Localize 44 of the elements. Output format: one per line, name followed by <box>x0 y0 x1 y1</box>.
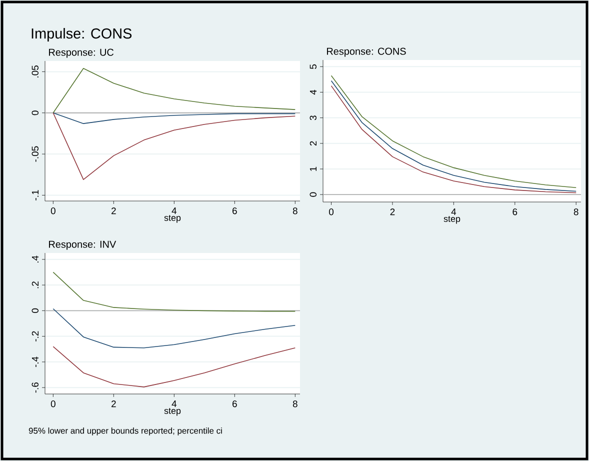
x-axis-title: step <box>164 215 181 223</box>
x-tick-label: 8 <box>292 208 298 214</box>
line-series <box>52 112 296 180</box>
y-tick-label: 4 <box>310 90 316 95</box>
x-tick-label: 4 <box>172 208 177 214</box>
text: 95% lower and upper bounds reported; percentile ci <box>28 428 222 436</box>
y-tick-label: .2 <box>32 282 38 288</box>
line-series <box>52 308 296 348</box>
y-tick-label: 1 <box>310 166 316 171</box>
y-tick-label: 0 <box>310 192 316 197</box>
y-tick-label: -.05 <box>32 146 38 162</box>
y-tick-label: 5 <box>310 64 316 69</box>
y-tick-label: 0 <box>32 110 38 116</box>
y-tick-label: -.4 <box>32 356 38 368</box>
y-tick-label: .4 <box>32 256 38 262</box>
y-tick-label: 3 <box>310 116 316 120</box>
chart-subtitle: Response: UC <box>49 48 114 58</box>
x-tick-label: 0 <box>50 208 56 214</box>
chart-title: Impulse: CONS <box>32 28 132 42</box>
x-tick-label: 8 <box>292 400 298 408</box>
x-tick-label: 2 <box>112 400 116 408</box>
x-tick-label: 2 <box>390 208 395 216</box>
chart-subtitle: Response: INV <box>49 240 116 250</box>
y-tick-label: -.1 <box>32 190 38 200</box>
x-tick-label: 6 <box>232 208 237 214</box>
y-tick-label: .05 <box>32 66 38 78</box>
x-tick-label: 8 <box>574 208 578 216</box>
x-tick-label: 4 <box>451 208 456 216</box>
line-series <box>52 272 296 312</box>
x-tick-label: 6 <box>232 400 237 408</box>
y-tick-label: -.6 <box>32 382 38 393</box>
x-axis-title: step <box>164 408 181 416</box>
x-tick-label: 2 <box>112 208 116 214</box>
x-tick-label: 0 <box>50 400 56 408</box>
x-tick-label: 6 <box>512 208 518 216</box>
line-series <box>52 346 296 388</box>
y-tick-label: 0 <box>32 308 38 313</box>
x-tick-label: 0 <box>329 208 334 216</box>
y-tick-label: 2 <box>310 141 316 146</box>
y-tick-label: -.2 <box>32 331 38 342</box>
line-series <box>52 68 296 114</box>
x-axis-title: step <box>444 216 460 224</box>
x-tick-label: 4 <box>172 400 177 408</box>
chart-subtitle: Response: CONS <box>327 48 406 57</box>
